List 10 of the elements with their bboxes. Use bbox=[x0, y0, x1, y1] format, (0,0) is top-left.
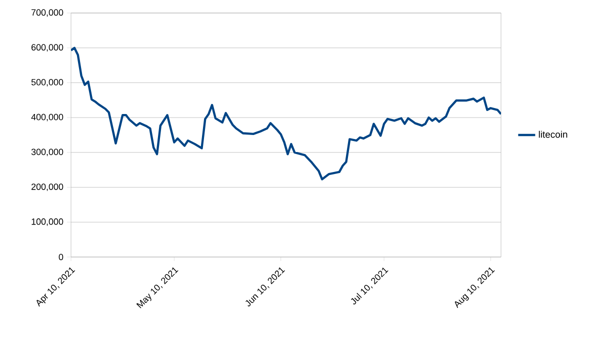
y-tick-label: 100,000 bbox=[32, 218, 64, 226]
y-tick-label: 500,000 bbox=[31, 79, 64, 86]
y-tick-label: 700,000 bbox=[32, 9, 64, 17]
legend-label: litecoin bbox=[538, 130, 568, 138]
y-tick-label: 300,000 bbox=[31, 148, 64, 156]
y-tick-label: 0 bbox=[58, 254, 64, 260]
y-tick-label: 200,000 bbox=[32, 184, 64, 191]
line-series bbox=[71, 46, 502, 180]
y-tick-label: 400,000 bbox=[31, 114, 64, 122]
y-tick-label: 600,000 bbox=[32, 44, 64, 52]
